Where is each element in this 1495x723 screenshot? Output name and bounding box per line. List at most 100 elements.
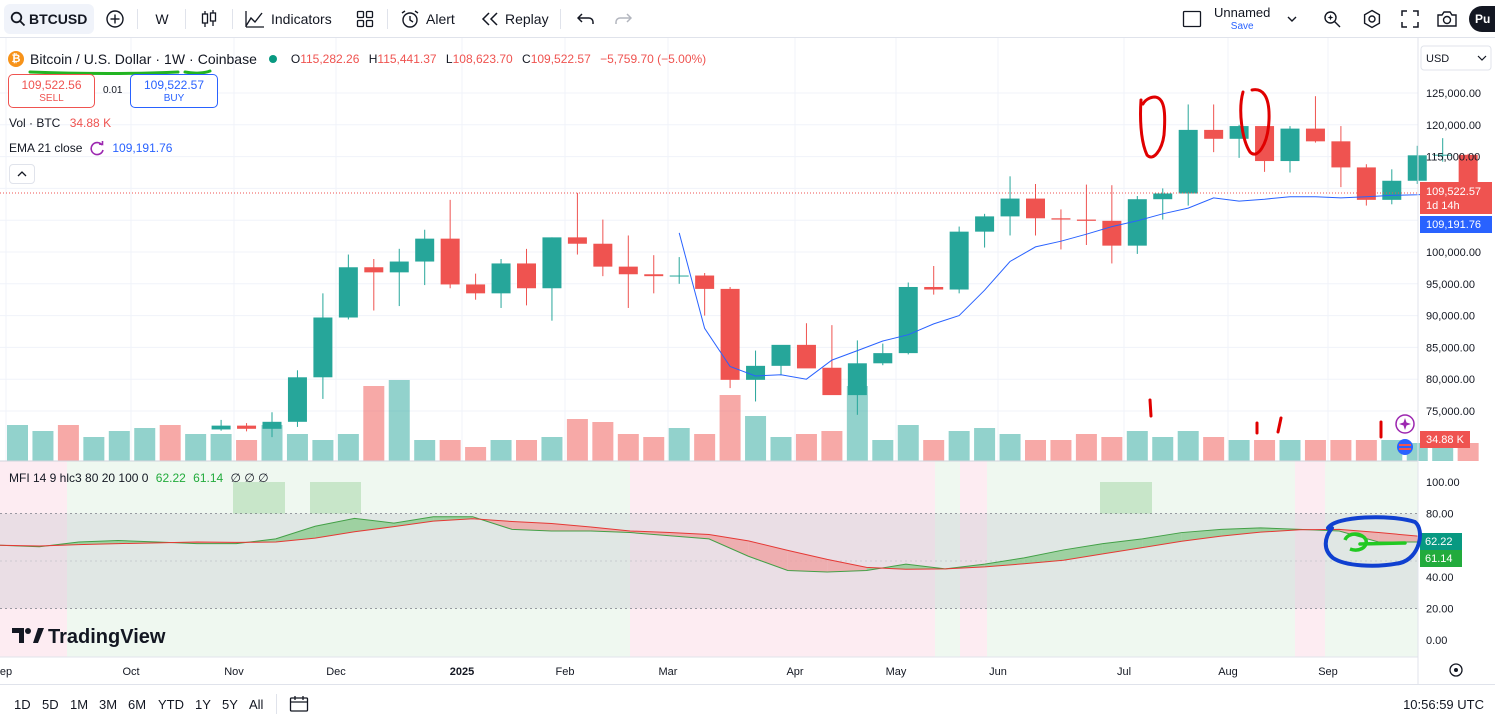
- toolbar-divider: [387, 9, 388, 29]
- mfi-legend-value-1: 62.22: [155, 471, 186, 485]
- sparkle-icon[interactable]: [1395, 414, 1415, 434]
- volume-legend[interactable]: Vol · BTC 34.88 K: [9, 116, 111, 130]
- snapshot-button[interactable]: [1434, 4, 1460, 34]
- last-price-value: 109,522.57: [1426, 186, 1481, 198]
- goto-date-button[interactable]: [289, 695, 309, 718]
- candle-body: [338, 267, 358, 318]
- candle: [542, 237, 562, 321]
- tradingview-logo: TradingView: [12, 626, 166, 648]
- range-button-1y[interactable]: 1Y: [195, 697, 211, 712]
- candle: [567, 192, 587, 255]
- mfi-overbought-zone: [233, 482, 285, 514]
- user-avatar[interactable]: Pu: [1469, 6, 1495, 32]
- time-tick: Oct: [122, 666, 139, 678]
- volume-bar: [897, 425, 919, 461]
- layout-menu-button[interactable]: [1286, 4, 1300, 34]
- currency-select[interactable]: USD: [1420, 45, 1492, 71]
- fullscreen-icon: [1401, 10, 1419, 28]
- chart-canvas[interactable]: 125,000.00120,000.00115,000.00110,000.00…: [0, 38, 1495, 684]
- candle: [415, 229, 435, 286]
- range-button-1m[interactable]: 1M: [70, 697, 89, 712]
- candle-body: [644, 274, 664, 277]
- time-axis[interactable]: ep Oct Nov Dec 2025 Feb Mar Apr May Jun Jul Aug Sep: [0, 666, 1338, 678]
- price-tick: 100,000.00: [1426, 247, 1481, 259]
- interval-button[interactable]: W: [150, 4, 174, 34]
- price-tick: 80,000.00: [1426, 374, 1475, 386]
- mfi-band: [1295, 461, 1325, 657]
- candle: [796, 323, 816, 369]
- range-button-3m[interactable]: 3M: [99, 697, 118, 712]
- replay-button[interactable]: Replay: [481, 4, 549, 34]
- mfi-legend[interactable]: MFI 14 9 hlc3 80 20 100 0 62.22 61.14 ∅ …: [9, 471, 269, 485]
- ohlc-values: O115,282.26 H115,441.37 L108,623.70 C109…: [291, 52, 712, 66]
- redo-button[interactable]: [612, 4, 634, 34]
- utc-clock[interactable]: 10:56:59 UTC: [1403, 697, 1484, 712]
- candle-body: [822, 367, 842, 396]
- range-button-ytd[interactable]: YTD: [158, 697, 184, 712]
- settings-button[interactable]: [1360, 4, 1384, 34]
- volume-bar: [617, 434, 639, 461]
- indicators-button[interactable]: Indicators: [245, 4, 332, 34]
- volume-bar: [923, 440, 945, 461]
- mfi-fill: [787, 550, 828, 573]
- candle-body: [542, 237, 562, 289]
- price-tick: 125,000.00: [1426, 88, 1481, 100]
- fullscreen-button[interactable]: [1398, 4, 1422, 34]
- buy-button[interactable]: 109,522.57 BUY: [130, 74, 218, 108]
- time-tick: Nov: [224, 666, 244, 678]
- volume-bar: [108, 431, 130, 461]
- symbol-exchange: Coinbase: [197, 51, 257, 67]
- sell-label: SELL: [39, 93, 64, 104]
- alert-button[interactable]: Alert: [400, 4, 455, 34]
- symbol-legend-row[interactable]: ₿ Bitcoin / U.S. Dollar · 1W · Coinbase …: [8, 48, 712, 70]
- candle-body: [1356, 167, 1376, 200]
- quick-search-button[interactable]: [1320, 4, 1344, 34]
- candle-body: [440, 238, 460, 285]
- replay-label: Replay: [505, 11, 549, 27]
- range-button-5d[interactable]: 5D: [42, 697, 59, 712]
- chart-settings-icon[interactable]: [1449, 663, 1463, 677]
- volume-bar: [770, 437, 792, 461]
- symbol-search-button[interactable]: BTCUSD: [4, 4, 94, 34]
- volume-bar: [7, 425, 28, 461]
- time-tick: 2025: [450, 666, 474, 678]
- candle-body: [924, 286, 944, 290]
- redo-icon: [615, 13, 632, 24]
- layout-name-button[interactable]: Unnamed Save: [1214, 5, 1270, 35]
- layouts-button[interactable]: [354, 4, 376, 34]
- candle-body: [695, 275, 715, 289]
- candle-body: [1127, 199, 1147, 246]
- ema-tag-value: 109,191.76: [1426, 219, 1481, 231]
- time-tick: Mar: [659, 666, 678, 678]
- candle: [924, 265, 944, 295]
- refresh-icon[interactable]: [88, 140, 106, 156]
- mfi-fill: [1142, 532, 1182, 548]
- grid-icon: [356, 10, 374, 28]
- collapse-legend-button[interactable]: [9, 164, 35, 184]
- volume-bar: [312, 440, 334, 461]
- range-button-all[interactable]: All: [249, 697, 264, 712]
- candle: [593, 219, 613, 277]
- chart-legend: ₿ Bitcoin / U.S. Dollar · 1W · Coinbase …: [8, 48, 712, 70]
- range-button-6m[interactable]: 6M: [128, 697, 147, 712]
- volume-bar: [948, 431, 970, 461]
- range-button-5y[interactable]: 5Y: [222, 697, 238, 712]
- currency-label: USD: [1426, 53, 1449, 65]
- candle-body: [796, 344, 816, 369]
- candle-body: [517, 263, 536, 289]
- layout-toggle[interactable]: [1181, 4, 1203, 34]
- compare-symbol-button[interactable]: [102, 4, 128, 34]
- sell-button[interactable]: 109,522.56 SELL: [8, 74, 95, 108]
- ema-legend[interactable]: EMA 21 close 109,191.76: [9, 140, 172, 156]
- candle-body: [313, 317, 333, 378]
- mfi-indicator: [0, 516, 1419, 573]
- chart-type-button[interactable]: [197, 4, 221, 34]
- range-button-1d[interactable]: 1D: [14, 697, 31, 712]
- camera-icon: [1437, 11, 1457, 27]
- volume-legend-value: 34.88 K: [69, 116, 112, 130]
- price-axis[interactable]: 125,000.00120,000.00115,000.00110,000.00…: [1426, 88, 1481, 418]
- candle-body: [669, 275, 689, 277]
- candle-body: [1026, 198, 1045, 219]
- volume-bar: [388, 380, 410, 461]
- undo-button[interactable]: [575, 4, 597, 34]
